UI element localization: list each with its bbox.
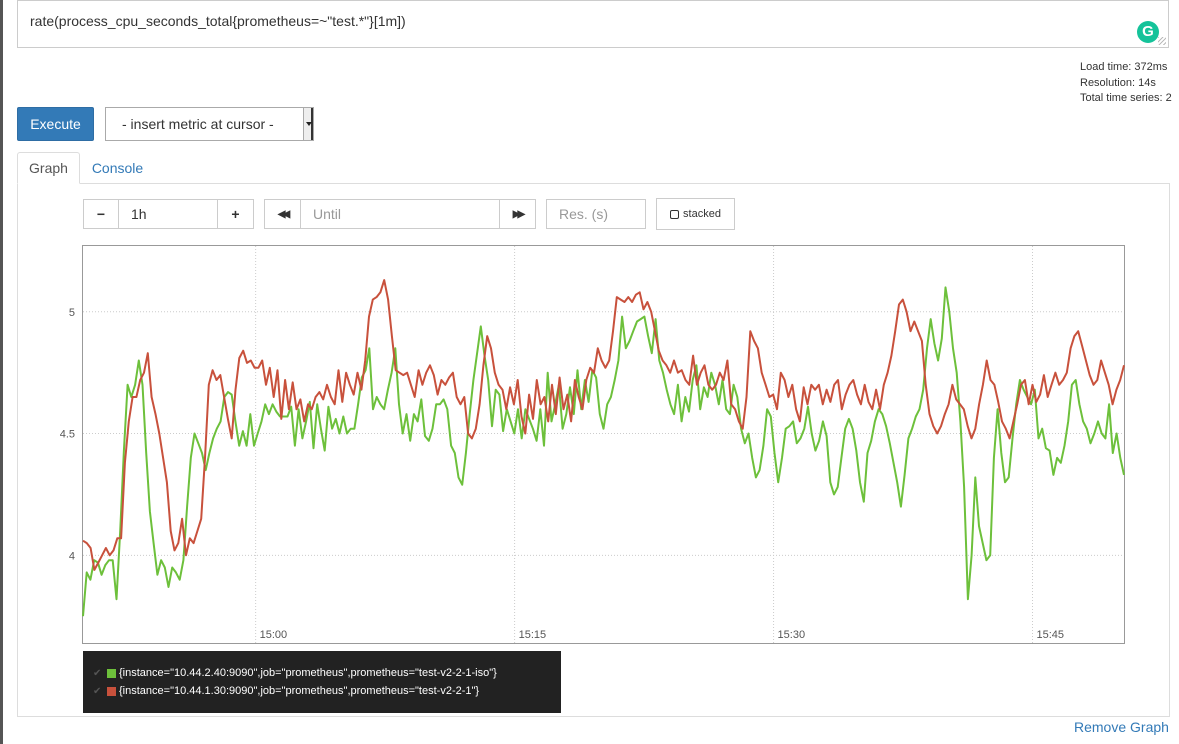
tab-graph[interactable]: Graph bbox=[17, 152, 80, 184]
time-back-button[interactable]: ◀◀ bbox=[264, 199, 301, 229]
insert-metric-select-value: - insert metric at cursor - bbox=[122, 116, 274, 132]
double-left-icon: ◀◀ bbox=[277, 208, 291, 220]
expression-input[interactable]: rate(process_cpu_seconds_total{prometheu… bbox=[17, 0, 1169, 48]
check-icon[interactable]: ✔ bbox=[93, 667, 102, 679]
range-input[interactable]: 1h bbox=[118, 199, 218, 229]
graph-panel bbox=[17, 183, 1170, 717]
chart-legend: ✔ {instance="10.44.2.40:9090",job="prome… bbox=[83, 651, 561, 713]
until-input[interactable]: Until bbox=[300, 199, 500, 229]
dropdown-arrow-icon[interactable] bbox=[303, 108, 313, 140]
total-time-series: Total time series: 2 bbox=[1080, 92, 1172, 104]
execute-button[interactable]: Execute bbox=[17, 107, 94, 141]
expression-text[interactable]: rate(process_cpu_seconds_total{prometheu… bbox=[30, 13, 406, 29]
resolution: Resolution: 14s bbox=[1080, 76, 1156, 89]
range-increase-button[interactable]: + bbox=[217, 199, 254, 229]
grammarly-icon[interactable]: G bbox=[1137, 21, 1159, 43]
legend-item[interactable]: ✔ {instance="10.44.1.30:9090",job="prome… bbox=[93, 683, 479, 699]
legend-swatch bbox=[107, 686, 116, 696]
legend-label: {instance="10.44.2.40:9090",job="prometh… bbox=[119, 667, 497, 679]
stacked-label: stacked bbox=[683, 208, 721, 220]
legend-label: {instance="10.44.1.30:9090",job="prometh… bbox=[119, 685, 480, 697]
left-edge-bar bbox=[0, 0, 3, 744]
stacked-checkbox-icon bbox=[670, 209, 680, 219]
remove-graph-link[interactable]: Remove Graph bbox=[1074, 719, 1169, 735]
insert-metric-select[interactable]: - insert metric at cursor - bbox=[105, 107, 314, 141]
stacked-toggle-button[interactable]: stacked bbox=[656, 198, 735, 230]
legend-swatch bbox=[107, 668, 116, 678]
resolution-input[interactable]: Res. (s) bbox=[546, 199, 646, 229]
range-decrease-button[interactable]: − bbox=[83, 199, 119, 229]
resize-grip-icon[interactable] bbox=[1158, 37, 1166, 45]
check-icon[interactable]: ✔ bbox=[93, 685, 102, 697]
time-forward-button[interactable]: ▶▶ bbox=[499, 199, 536, 229]
tab-console[interactable]: Console bbox=[91, 160, 144, 176]
load-time: Load time: 372ms bbox=[1080, 61, 1168, 73]
double-right-icon: ▶▶ bbox=[512, 208, 526, 220]
legend-item[interactable]: ✔ {instance="10.44.2.40:9090",job="prome… bbox=[93, 665, 497, 681]
query-stats: Load time: 372ms Resolution: 14s Total t… bbox=[1080, 60, 1172, 107]
